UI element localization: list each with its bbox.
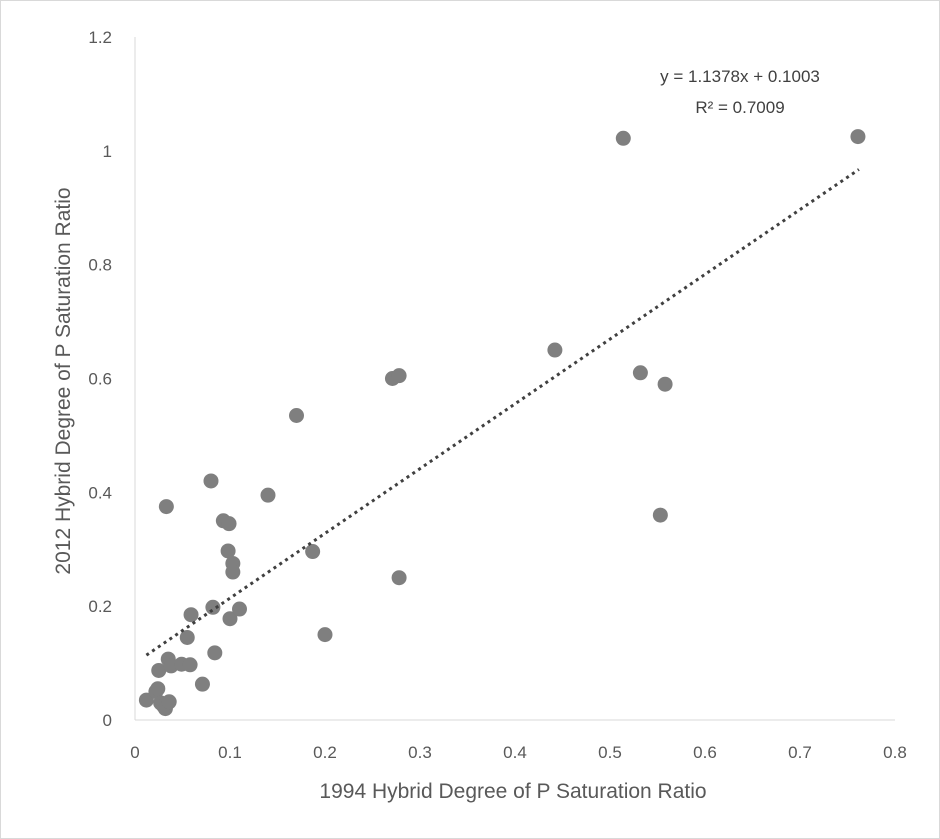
y-axis-title: 2012 Hybrid Degree of P Saturation Ratio <box>52 187 75 574</box>
data-point <box>632 365 648 381</box>
data-point <box>205 599 221 615</box>
x-tick-label: 0.7 <box>788 743 812 762</box>
trendline-equation: y = 1.1378x + 0.1003 <box>660 67 820 86</box>
data-point <box>158 499 174 515</box>
data-point <box>615 130 631 146</box>
data-point <box>194 676 210 692</box>
y-tick-label: 0.2 <box>88 597 112 616</box>
y-tick-label: 0.4 <box>88 483 112 502</box>
x-tick-label: 0.5 <box>598 743 622 762</box>
data-point <box>232 601 247 617</box>
data-point <box>317 627 333 643</box>
x-tick-label: 0.8 <box>883 743 907 762</box>
y-tick-label: 0.8 <box>88 256 112 275</box>
data-point <box>151 662 167 678</box>
data-point <box>183 607 199 623</box>
data-point <box>222 611 238 627</box>
x-tick-label: 0.1 <box>218 743 242 762</box>
data-point <box>652 507 668 523</box>
data-point <box>221 516 237 532</box>
data-point <box>207 645 223 661</box>
data-point <box>289 407 304 423</box>
data-point <box>305 544 321 560</box>
y-tick-label: 0.6 <box>88 370 112 389</box>
data-point <box>260 487 276 503</box>
data-point <box>220 543 236 559</box>
data-points <box>138 129 866 717</box>
data-point <box>182 657 198 673</box>
data-point <box>850 129 866 145</box>
data-point <box>547 342 563 358</box>
y-tick-label: 1.2 <box>88 28 112 47</box>
x-tick-labels: 0 0.1 0.2 0.3 0.4 0.5 0.6 0.7 0.8 <box>130 743 907 762</box>
x-tick-label: 0 <box>130 743 139 762</box>
y-tick-label: 0 <box>103 711 112 730</box>
x-tick-label: 0.3 <box>408 743 432 762</box>
y-tick-labels: 0 0.2 0.4 0.6 0.8 1 1.2 <box>88 28 112 730</box>
axes <box>134 37 895 721</box>
trendline <box>145 168 860 657</box>
data-point <box>179 629 195 645</box>
data-point <box>161 694 177 710</box>
x-tick-label: 0.2 <box>313 743 337 762</box>
data-point <box>150 681 166 697</box>
x-tick-label: 0.6 <box>693 743 717 762</box>
x-axis-title: 1994 Hybrid Degree of P Saturation Ratio <box>319 780 706 803</box>
data-point <box>203 473 219 489</box>
trendline-r-squared: R² = 0.7009 <box>695 98 784 117</box>
data-point <box>391 368 407 384</box>
data-point <box>225 564 241 580</box>
x-tick-label: 0.4 <box>503 743 527 762</box>
data-point <box>391 570 407 586</box>
data-point <box>657 376 673 392</box>
y-tick-label: 1 <box>103 142 112 161</box>
